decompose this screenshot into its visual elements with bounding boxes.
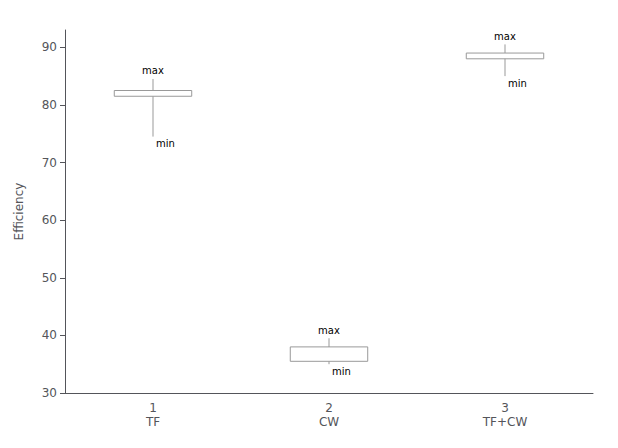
svg-text:90: 90 xyxy=(42,40,57,54)
svg-text:max: max xyxy=(494,31,516,42)
svg-text:max: max xyxy=(318,325,340,336)
svg-text:TF+CW: TF+CW xyxy=(482,415,528,429)
svg-text:60: 60 xyxy=(42,213,57,227)
svg-text:TF: TF xyxy=(145,415,160,429)
svg-text:max: max xyxy=(142,65,164,76)
svg-text:min: min xyxy=(508,78,527,89)
svg-text:min: min xyxy=(332,366,351,377)
svg-text:min: min xyxy=(156,138,175,149)
svg-text:70: 70 xyxy=(42,156,57,170)
svg-text:3: 3 xyxy=(501,401,509,415)
svg-text:30: 30 xyxy=(42,386,57,400)
svg-text:80: 80 xyxy=(42,98,57,112)
svg-text:50: 50 xyxy=(42,271,57,285)
svg-text:2: 2 xyxy=(325,401,333,415)
svg-text:1: 1 xyxy=(149,401,157,415)
svg-text:CW: CW xyxy=(319,415,339,429)
svg-text:40: 40 xyxy=(42,328,57,342)
svg-text:Efficiency: Efficiency xyxy=(12,183,26,241)
